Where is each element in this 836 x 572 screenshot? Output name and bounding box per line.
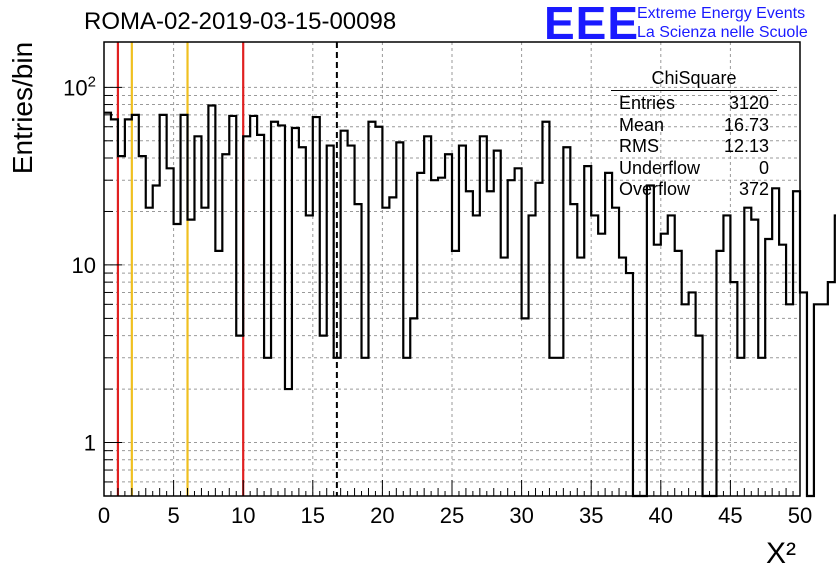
histogram-line <box>104 104 836 498</box>
x-tick-label: 0 <box>98 503 110 528</box>
stats-row-entries: Entries 3120 <box>611 93 777 115</box>
tick-layer <box>103 86 801 497</box>
x-axis-label: X² <box>766 537 796 570</box>
y-tick-label: 102 <box>63 73 96 100</box>
x-tick-label: 45 <box>718 503 742 528</box>
x-tick-label: 50 <box>788 503 812 528</box>
stats-row-mean: Mean 16.73 <box>611 115 777 137</box>
y-tick-label: 10 <box>72 253 96 278</box>
x-tick-label: 30 <box>509 503 533 528</box>
logo-line-2: La Scienza nelle Scuole <box>637 24 808 41</box>
x-tick-label: 15 <box>301 503 325 528</box>
stats-value: 16.73 <box>723 114 769 135</box>
x-tick-label: 10 <box>231 503 255 528</box>
stats-row-overflow: Overflow 372 <box>611 179 777 201</box>
eee-logo-mark: EEE <box>544 0 640 49</box>
stats-value: 3120 <box>728 93 769 113</box>
y-tick-label-exponent: 2 <box>88 73 96 90</box>
stats-label: Overflow <box>619 179 691 199</box>
marker-layer <box>116 42 338 496</box>
x-tick-label: 20 <box>370 503 394 528</box>
stats-box: ChiSquare Entries 3120 Mean 16.73 RMS 12… <box>611 66 777 201</box>
stats-label: Entries <box>619 93 676 113</box>
x-tick-label: 35 <box>579 503 603 528</box>
stats-title: ChiSquare <box>611 66 777 91</box>
y-axis-label: Entries/bin <box>7 42 38 174</box>
x-tick-label: 5 <box>167 503 179 528</box>
y-tick-label: 1 <box>84 431 96 456</box>
stats-label: RMS <box>619 136 659 156</box>
stats-value: 0 <box>758 157 769 178</box>
run-title: ROMA-02-2019-03-15-00098 <box>84 8 397 35</box>
stats-label: Mean <box>619 114 665 135</box>
stats-label: Underflow <box>619 157 701 178</box>
stats-row-rms: RMS 12.13 <box>611 136 777 158</box>
stats-value: 372 <box>738 179 769 199</box>
x-tick-label: 25 <box>440 503 464 528</box>
x-tick-label: 40 <box>649 503 673 528</box>
stats-value: 12.13 <box>723 136 769 156</box>
stats-row-underflow: Underflow 0 <box>611 158 777 180</box>
logo-line-1: Extreme Energy Events <box>637 5 806 22</box>
